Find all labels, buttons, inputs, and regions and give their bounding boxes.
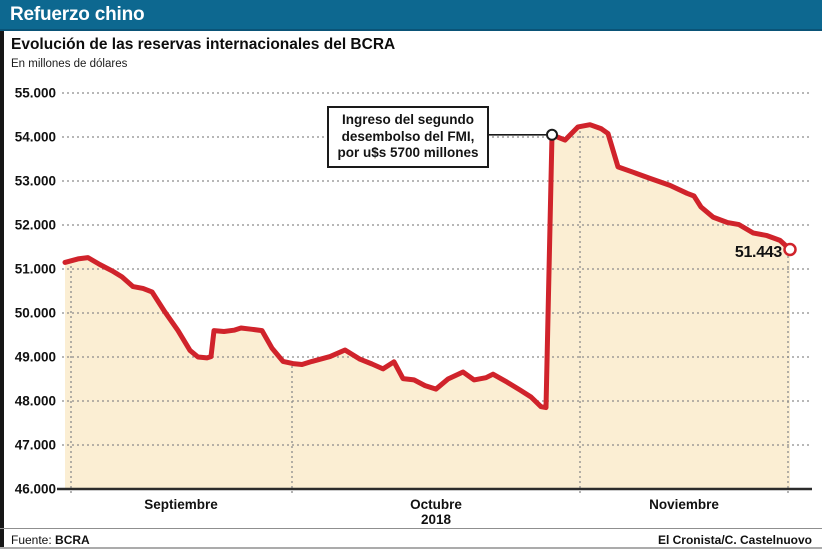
y-axis-tick-label: 54.000 xyxy=(15,130,56,145)
left-accent-bar xyxy=(0,31,4,547)
chart-units-label: En millones de dólares xyxy=(11,58,128,70)
annotation-line-1: Ingreso del segundo xyxy=(341,112,474,127)
y-axis-tick-label: 49.000 xyxy=(15,350,56,365)
annotation-line-2: desembolso del FMI, xyxy=(341,128,475,144)
header-banner: Refuerzo chino xyxy=(0,0,822,31)
series-line xyxy=(62,122,793,411)
y-axis-tick-label: 50.000 xyxy=(15,306,56,321)
page-title: Refuerzo chino xyxy=(10,4,145,25)
footer: Fuente: BCRA El Cronista/C. Castelnuovo xyxy=(11,532,812,547)
credit-note: El Cronista/C. Castelnuovo xyxy=(657,532,812,547)
x-axis-year-label: 2018 xyxy=(421,512,452,527)
footer-divider xyxy=(0,528,822,529)
y-axis-tick-label: 48.000 xyxy=(15,394,56,409)
y-axis-tick-label: 52.000 xyxy=(15,218,56,233)
x-axis-month-label: Octubre xyxy=(410,497,462,512)
source-name: BCRA xyxy=(55,532,90,547)
annotation-line-3: por u$s 5700 millones xyxy=(337,145,479,160)
y-axis-tick-label: 55.000 xyxy=(15,86,56,101)
chart-title: Evolución de las reservas internacionale… xyxy=(11,36,396,53)
annotation-point-marker xyxy=(546,128,558,141)
end-point-marker xyxy=(783,242,797,257)
bottom-divider xyxy=(0,547,822,549)
source-label: Fuente: xyxy=(11,532,52,547)
x-axis-month-label: Septiembre xyxy=(144,497,218,512)
annotation-callout: Ingreso del segundo desembolso del FMI, … xyxy=(327,106,489,168)
source-note: Fuente: BCRA xyxy=(11,533,90,547)
end-value-label: 51.443 xyxy=(734,244,782,261)
series-area-fill xyxy=(65,124,790,489)
y-axis-tick-label: 46.000 xyxy=(15,482,56,497)
y-axis-tick-label: 47.000 xyxy=(15,438,56,453)
y-axis-tick-label: 53.000 xyxy=(15,174,56,189)
y-axis-tick-label: 51.000 xyxy=(15,262,56,277)
x-axis-month-label: Noviembre xyxy=(649,497,719,512)
